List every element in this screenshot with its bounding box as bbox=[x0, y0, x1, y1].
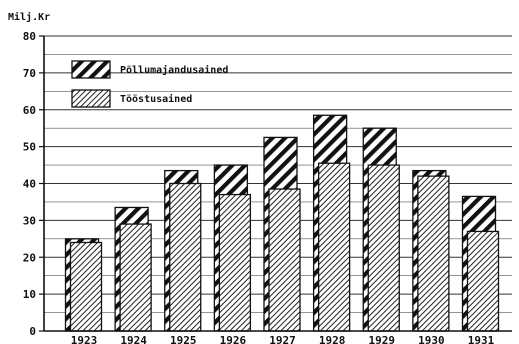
x-tick-labels: 1923 1924 1925 1926 1927 1928 1929 1930 1931 bbox=[71, 334, 495, 344]
x-tick-label-1925: 1925 bbox=[170, 334, 197, 344]
y-tick-label-50: 50 bbox=[23, 141, 36, 154]
legend-swatch-toostusained bbox=[71, 89, 111, 108]
y-tick-label-10: 10 bbox=[23, 288, 36, 301]
y-tick-label-80: 80 bbox=[23, 30, 36, 43]
bar-toostusained-1929 bbox=[367, 164, 400, 332]
bar-toostusained-1923 bbox=[69, 241, 103, 332]
y-tick-label-30: 30 bbox=[23, 214, 36, 227]
x-tick-label-1930: 1930 bbox=[418, 334, 445, 344]
y-tick-label-0: 0 bbox=[29, 325, 36, 338]
x-tick-label-1931: 1931 bbox=[468, 334, 495, 344]
legend-swatch-pollumajandusained bbox=[71, 60, 111, 79]
x-tick-label-1928: 1928 bbox=[319, 334, 346, 344]
bar-toostusained-1925 bbox=[169, 182, 202, 332]
y-tick-labels: 0 10 20 30 40 50 60 70 80 bbox=[23, 30, 44, 338]
x-tick-label-1924: 1924 bbox=[120, 334, 147, 344]
bars bbox=[64, 114, 500, 332]
legend-label-toostusained: Tööstusained bbox=[120, 93, 192, 105]
bar-toostusained-1924 bbox=[119, 223, 152, 332]
x-tick-label-1926: 1926 bbox=[220, 334, 247, 344]
bar-toostusained-1928 bbox=[317, 162, 351, 332]
x-tick-label-1923: 1923 bbox=[71, 334, 98, 344]
legend-label-pollumajandusained: Põllumajandusained bbox=[120, 64, 228, 76]
x-tick-label-1929: 1929 bbox=[369, 334, 396, 344]
bar-toostusained-1927 bbox=[268, 188, 301, 332]
bar-toostusained-1926 bbox=[218, 193, 252, 332]
y-axis-unit-label: Milj.Kr bbox=[8, 11, 50, 23]
bar-toostusained-1930 bbox=[417, 175, 450, 332]
y-tick-label-70: 70 bbox=[23, 67, 36, 80]
legend: Põllumajandusained Tööstusained bbox=[71, 60, 228, 108]
x-tick-label-1927: 1927 bbox=[269, 334, 296, 344]
y-tick-label-40: 40 bbox=[23, 178, 36, 191]
bar-toostusained-1931 bbox=[466, 230, 500, 332]
y-tick-label-60: 60 bbox=[23, 104, 36, 117]
y-tick-label-20: 20 bbox=[23, 251, 36, 264]
